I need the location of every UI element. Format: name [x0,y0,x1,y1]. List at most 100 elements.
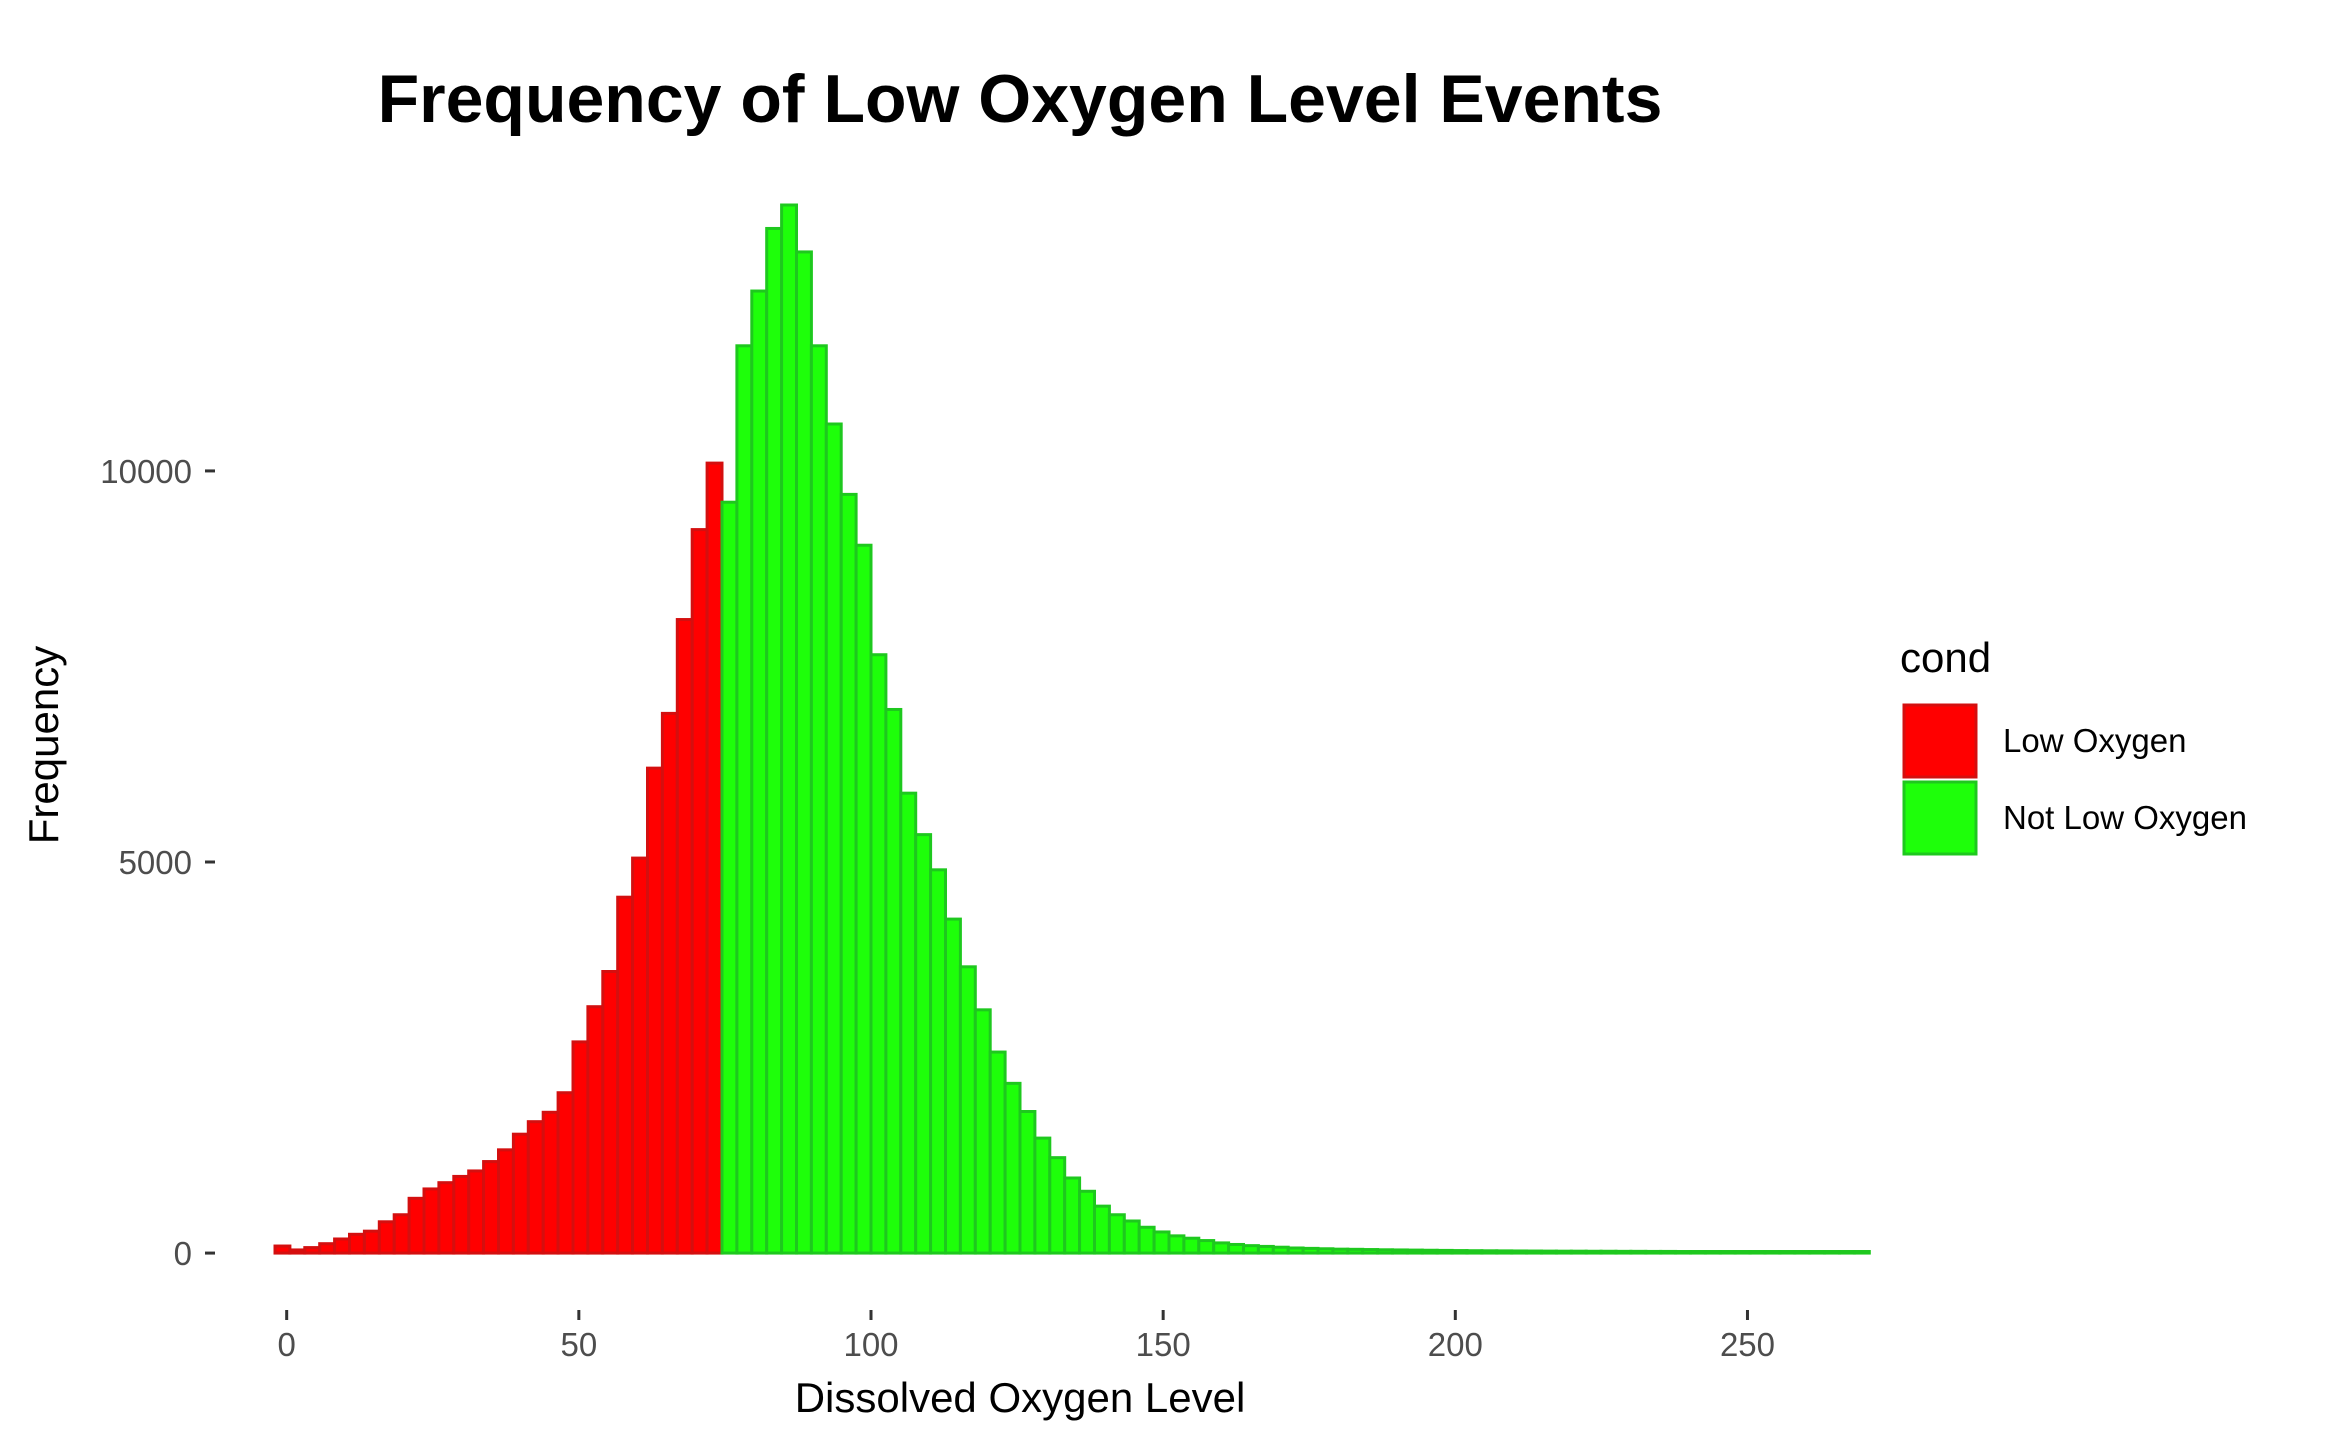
bar-low-oxygen-3 [318,1242,337,1255]
bar-not-low-oxygen-66 [1703,1250,1722,1255]
bar-not-low-oxygen-19 [1003,1081,1022,1255]
bar-not-low-oxygen-27 [1122,1219,1141,1255]
bar-not-low-oxygen-8 [839,492,858,1255]
bar-not-low-oxygen-71 [1778,1250,1797,1255]
bar-not-low-oxygen-50 [1465,1249,1484,1255]
bar-not-low-oxygen-34 [1227,1242,1245,1255]
bar-not-low-oxygen-3 [765,226,784,1255]
bar-not-low-oxygen-26 [1107,1213,1126,1255]
bar-low-oxygen-24 [631,856,649,1255]
bar-not-low-oxygen-47 [1420,1248,1439,1255]
legend-label-not-low-oxygen: Not Low Oxygen [2003,799,2247,836]
bar-not-low-oxygen-7 [824,422,843,1255]
bar-not-low-oxygen-63 [1659,1249,1678,1255]
x-axis-title: Dissolved Oxygen Level [795,1374,1246,1421]
bar-low-oxygen-22 [601,970,620,1255]
bar-not-low-oxygen-51 [1480,1249,1499,1255]
bar-not-low-oxygen-69 [1748,1250,1767,1255]
bar-not-low-oxygen-24 [1078,1189,1096,1255]
bar-not-low-oxygen-76 [1852,1250,1871,1255]
bar-not-low-oxygen-53 [1510,1249,1529,1255]
bar-not-low-oxygen-2 [750,289,769,1255]
bar-not-low-oxygen-46 [1405,1248,1424,1255]
bar-not-low-oxygen-62 [1644,1249,1663,1255]
bar-not-low-oxygen-43 [1361,1248,1380,1255]
bar-not-low-oxygen-65 [1689,1250,1707,1255]
x-axis: 0 50 100 150 200 250 [278,1310,1775,1363]
bar-not-low-oxygen-55 [1540,1249,1558,1255]
bar-low-oxygen-23 [616,895,635,1255]
bar-not-low-oxygen-5 [795,250,813,1255]
bar-low-oxygen-17 [526,1120,545,1255]
chart-title: Frequency of Low Oxygen Level Events [378,61,1663,137]
bar-not-low-oxygen-64 [1674,1250,1692,1255]
legend-title: cond [1900,634,1991,681]
bar-not-low-oxygen-45 [1391,1248,1409,1255]
bar-not-low-oxygen-35 [1242,1244,1260,1255]
bar-not-low-oxygen-6 [809,344,828,1255]
bar-low-oxygen-8 [392,1213,411,1255]
bar-low-oxygen-12 [452,1174,471,1255]
bar-not-low-oxygen-11 [884,707,903,1255]
bar-not-low-oxygen-23 [1063,1176,1082,1255]
bar-not-low-oxygen-56 [1554,1249,1573,1255]
bar-not-low-oxygen-13 [914,833,933,1255]
bar-low-oxygen-0 [273,1244,292,1255]
bar-low-oxygen-10 [422,1187,441,1255]
bar-not-low-oxygen-72 [1793,1250,1812,1255]
legend: cond Low Oxygen Not Low Oxygen [1900,634,2247,856]
bar-not-low-oxygen-67 [1718,1250,1737,1255]
bar-not-low-oxygen-38 [1286,1246,1305,1255]
y-axis: 0 5000 10000 [100,453,215,1272]
bar-not-low-oxygen-68 [1733,1250,1752,1255]
bar-not-low-oxygen-73 [1808,1250,1827,1255]
bar-not-low-oxygen-42 [1346,1247,1365,1255]
bar-not-low-oxygen-54 [1525,1249,1543,1255]
bar-low-oxygen-5 [348,1232,366,1255]
bar-low-oxygen-13 [467,1169,486,1255]
bar-not-low-oxygen-22 [1048,1156,1067,1255]
bar-low-oxygen-7 [377,1220,396,1255]
bar-not-low-oxygen-36 [1256,1244,1275,1255]
x-tick-label-200: 200 [1428,1326,1483,1363]
bar-not-low-oxygen-12 [899,791,918,1255]
bar-not-low-oxygen-29 [1152,1230,1171,1255]
bar-low-oxygen-4 [333,1237,352,1255]
x-tick-label-150: 150 [1136,1326,1191,1363]
bar-not-low-oxygen-4 [780,203,798,1255]
bar-not-low-oxygen-75 [1838,1250,1856,1255]
bar-low-oxygen-29 [705,461,724,1255]
bar-low-oxygen-21 [586,1005,605,1255]
bar-not-low-oxygen-28 [1137,1225,1156,1255]
bar-not-low-oxygen-14 [929,868,947,1255]
bar-not-low-oxygen-32 [1197,1239,1216,1255]
bar-not-low-oxygen-1 [735,344,754,1255]
bar-low-oxygen-14 [482,1160,501,1255]
bar-not-low-oxygen-33 [1212,1241,1231,1255]
bar-not-low-oxygen-48 [1435,1248,1454,1255]
bar-not-low-oxygen-41 [1331,1247,1350,1255]
bar-not-low-oxygen-25 [1093,1204,1111,1255]
bar-not-low-oxygen-57 [1569,1249,1588,1255]
x-tick-label-250: 250 [1720,1326,1775,1363]
bar-not-low-oxygen-10 [869,653,888,1255]
bar-low-oxygen-20 [571,1040,590,1255]
bar-not-low-oxygen-39 [1301,1246,1320,1255]
bar-not-low-oxygen-52 [1495,1249,1514,1255]
bar-not-low-oxygen-17 [973,1008,992,1255]
bar-not-low-oxygen-31 [1182,1236,1201,1255]
y-tick-label-5000: 5000 [119,844,192,881]
bar-low-oxygen-26 [660,711,679,1255]
y-tick-label-0: 0 [174,1235,192,1272]
bar-not-low-oxygen-30 [1167,1234,1186,1255]
bar-not-low-oxygen-74 [1823,1250,1841,1255]
bar-not-low-oxygen-16 [958,965,977,1255]
bar-not-low-oxygen-20 [1018,1110,1037,1255]
bars-group [273,203,1871,1255]
bar-low-oxygen-28 [690,528,709,1255]
bar-low-oxygen-27 [675,618,694,1255]
y-axis-title: Frequency [20,646,67,844]
bar-low-oxygen-16 [511,1132,530,1255]
bar-not-low-oxygen-9 [854,543,873,1255]
